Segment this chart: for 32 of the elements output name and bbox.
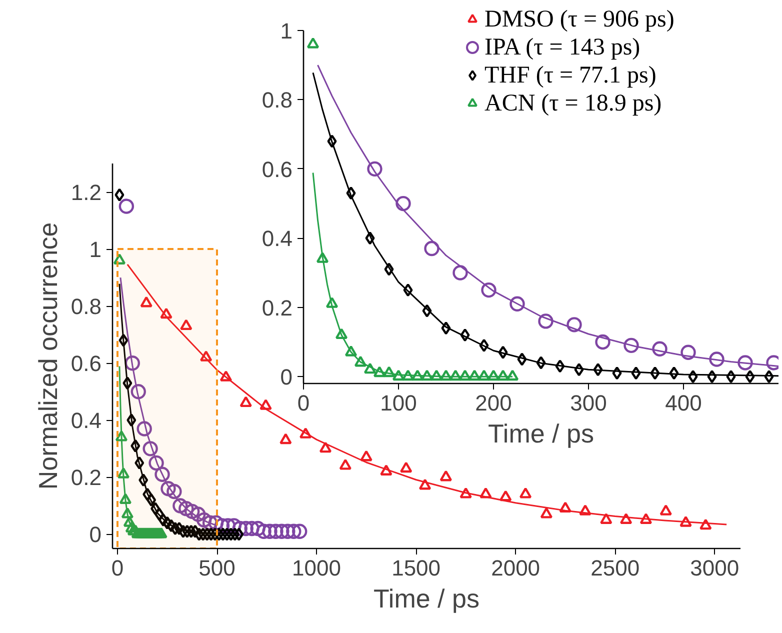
legend-label: DMSO (τ = 906 ps) <box>484 6 674 32</box>
x-tick-label: 300 <box>570 390 607 416</box>
y-tick-label: 0.2 <box>70 465 102 490</box>
legend-label: ACN (τ = 18.9 ps) <box>484 90 662 116</box>
x-tick-label: 0 <box>297 390 310 416</box>
y-tick-label: 0.4 <box>262 226 293 252</box>
y-tick-label: 0.2 <box>262 295 293 320</box>
y-tick-label: 0.6 <box>70 351 102 376</box>
x-tick-label: 500 <box>198 556 236 580</box>
y-tick-label: 0 <box>89 522 102 548</box>
y-tick-label: 0 <box>280 364 293 390</box>
y-axis-title: Normalized occurrence <box>32 222 63 490</box>
x-axis-title: Time / ps <box>374 584 480 614</box>
x-tick-label: 2000 <box>491 556 540 580</box>
x-tick-label: 400 <box>665 390 702 416</box>
x-tick-label: 3000 <box>690 556 740 580</box>
x-tick-label: 2500 <box>590 556 640 580</box>
y-tick-label: 0.6 <box>262 156 293 182</box>
x-tick-label: 100 <box>380 390 417 416</box>
legend-label: THF (τ = 77.1 ps) <box>484 62 656 88</box>
y-tick-label: 1.2 <box>70 180 102 206</box>
x-tick-label: 1500 <box>392 556 441 580</box>
y-tick-label: 1 <box>89 237 102 262</box>
legend-label: IPA (τ = 143 ps) <box>484 34 640 60</box>
y-tick-label: 0.4 <box>70 408 102 434</box>
x-tick-label: 1000 <box>292 556 342 580</box>
y-tick-label: 1 <box>280 18 293 44</box>
x-tick-label: 200 <box>475 390 512 416</box>
x-axis-title: Time / ps <box>488 418 594 448</box>
y-tick-label: 0.8 <box>70 294 102 320</box>
x-tick-label: 0 <box>111 556 124 580</box>
y-tick-label: 0.8 <box>262 88 293 113</box>
